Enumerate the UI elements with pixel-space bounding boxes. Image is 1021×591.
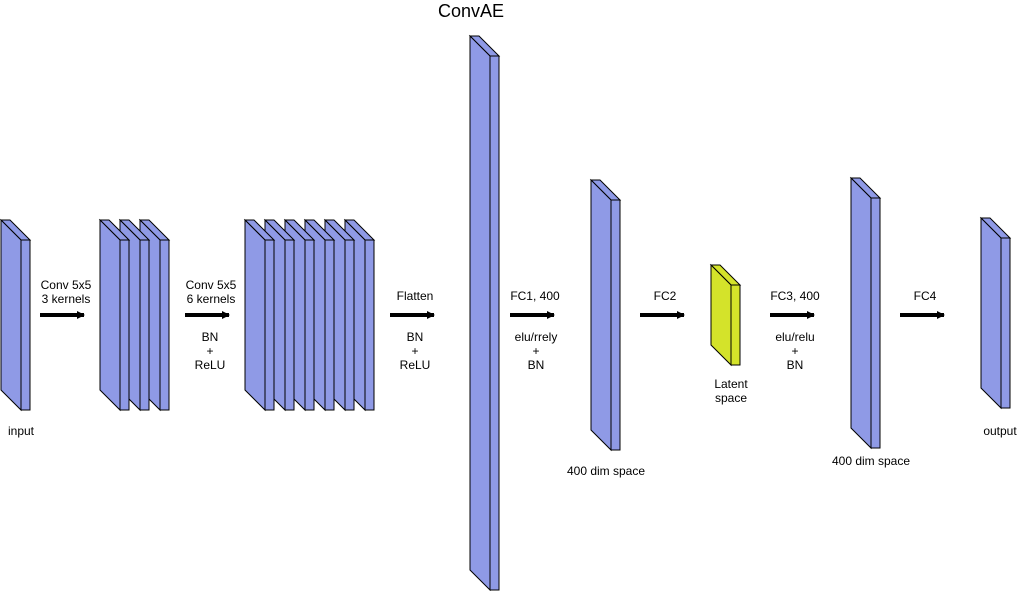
flatten-layer (468, 34, 501, 591)
arrow-top-label: 3 kernels (42, 292, 91, 306)
arrow-3: Flatten BN+ReLU (390, 289, 435, 372)
arrow-top-label: Flatten (397, 289, 434, 303)
arrow-top-label: FC1, 400 (510, 289, 560, 303)
output-layer (979, 216, 1012, 410)
arrow-top-label: Conv 5x5 (41, 278, 92, 292)
arrow-bottom-label: + (532, 344, 539, 358)
arrow-bottom-label: elu/relu (775, 330, 814, 344)
latent-label-line1: Latent (714, 377, 748, 391)
fc1-layer (589, 178, 622, 452)
arrow-bottom-label: + (411, 344, 418, 358)
arrow-bottom-label: + (791, 344, 798, 358)
conv1-feature-map (98, 218, 131, 412)
arrow-top-label: 6 kernels (187, 292, 236, 306)
arrow-bottom-label: BN (787, 358, 804, 372)
arrow-bottom-label: + (206, 344, 213, 358)
layer-blocks (0, 34, 1012, 591)
latent-layer (709, 263, 742, 367)
fc3-layer (849, 176, 882, 450)
arrow-top-label: Conv 5x5 (186, 278, 237, 292)
input-layer (0, 218, 32, 412)
latent-label-line2: space (715, 391, 747, 405)
arrow-top-label: FC2 (654, 289, 677, 303)
arrow-top-label: FC4 (914, 289, 937, 303)
dim-space-label-right: 400 dim space (832, 454, 910, 468)
arrow-4: FC1, 400 elu/rrely+BN (510, 289, 560, 372)
arrow-5: FC2 (640, 289, 685, 319)
input-label: input (8, 424, 35, 438)
conv2-feature-map (243, 218, 276, 412)
diagram-title: ConvAE (438, 1, 504, 21)
output-label: output (983, 424, 1017, 438)
arrow-bottom-label: ReLU (400, 358, 431, 372)
arrow-6: FC3, 400 elu/relu+BN (770, 289, 820, 372)
arrow-7: FC4 (900, 289, 945, 319)
arrow-bottom-label: BN (202, 330, 219, 344)
arrow-bottom-label: ReLU (195, 358, 226, 372)
arrow-bottom-label: BN (407, 330, 424, 344)
arrow-bottom-label: BN (528, 358, 545, 372)
arrow-top-label: FC3, 400 (770, 289, 820, 303)
arrow-bottom-label: elu/rrely (515, 330, 558, 344)
dim-space-label-left: 400 dim space (567, 464, 645, 478)
